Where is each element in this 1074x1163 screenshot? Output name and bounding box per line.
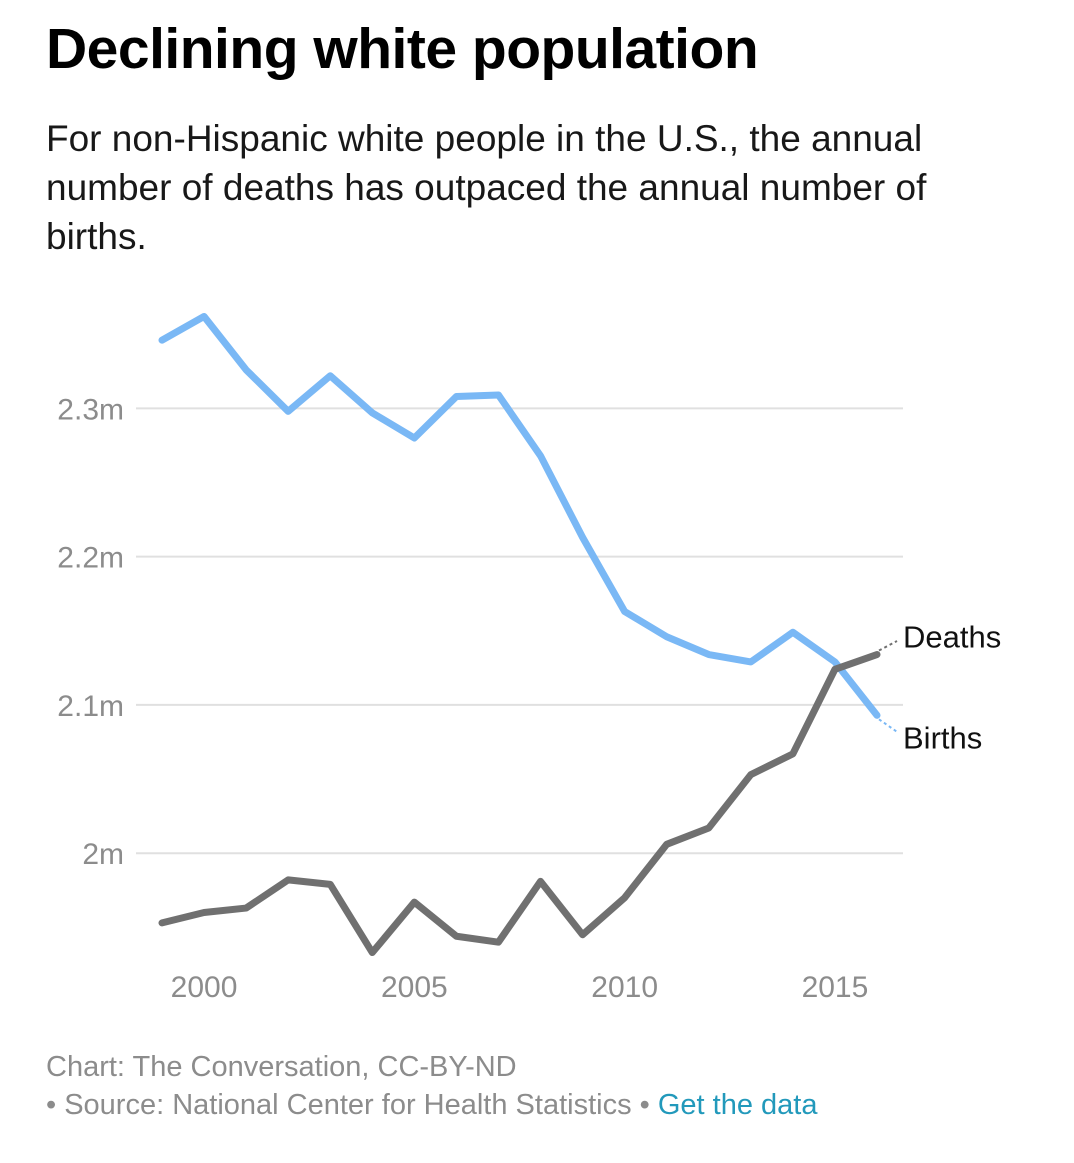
x-tick-label: 2005 xyxy=(381,971,448,1004)
chart-footer: Chart: The Conversation, CC-BY-ND • Sour… xyxy=(46,1048,817,1124)
source-text: • Source: National Center for Health Sta… xyxy=(46,1089,650,1121)
line-chart: 2m 2.1m 2.2m 2.3m 2000 2005 2010 2015 Births De… xyxy=(57,312,1001,1004)
series-labels: Births Deaths xyxy=(878,620,1001,755)
y-tick-label: 2m xyxy=(82,838,124,871)
source-line: • Source: National Center for Health Sta… xyxy=(46,1086,817,1124)
x-tick-label: 2000 xyxy=(171,971,238,1004)
x-tick-label: 2010 xyxy=(591,971,658,1004)
label-leader-births xyxy=(878,718,898,733)
x-tick-label: 2015 xyxy=(802,971,869,1004)
series-line-births xyxy=(158,312,881,719)
y-tick-label: 2.3m xyxy=(57,393,124,426)
chart-subtitle: For non-Hispanic white people in the U.S… xyxy=(46,118,927,257)
y-tick-label: 2.2m xyxy=(57,542,124,575)
series-line-deaths xyxy=(158,651,881,957)
label-leader-deaths xyxy=(878,640,898,652)
series-lines xyxy=(158,312,881,957)
get-the-data-link[interactable]: Get the data xyxy=(657,1089,818,1121)
x-axis: 2000 2005 2010 2015 xyxy=(171,971,869,1004)
grid-lines xyxy=(136,407,903,855)
chart-title: Declining white population xyxy=(46,17,759,81)
series-label-deaths: Deaths xyxy=(903,620,1001,655)
y-axis: 2m 2.1m 2.2m 2.3m xyxy=(57,393,124,871)
series-label-births: Births xyxy=(903,720,982,755)
credit-text: Chart: The Conversation, CC-BY-ND xyxy=(46,1051,517,1083)
y-tick-label: 2.1m xyxy=(57,690,124,723)
